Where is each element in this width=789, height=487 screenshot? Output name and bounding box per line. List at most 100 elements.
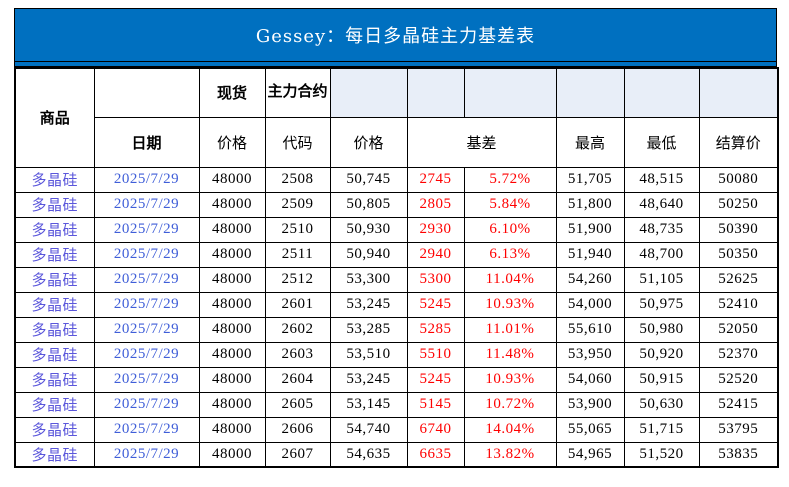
settlement-cell: 50390 <box>698 216 779 243</box>
futures-price-cell: 53,300 <box>329 266 408 293</box>
high-cell: 54,965 <box>555 441 625 468</box>
banner-accent-line <box>14 62 777 67</box>
basis-table: 商品 现货 主力合约 日期 价格 代码 价格 基差 最高 最低 结算价 <box>14 67 779 468</box>
futures-price-cell: 50,745 <box>329 166 408 193</box>
contract-code-cell: 2603 <box>264 341 331 368</box>
report-title-banner: Gessey：每日多晶硅主力基差表 <box>14 8 777 62</box>
table-row: 多晶硅 2025/7/29 48000 2602 53,285 5285 11.01% 55,… <box>14 316 779 343</box>
low-cell: 51,715 <box>623 416 700 443</box>
settlement-cell: 52050 <box>698 316 779 343</box>
date-cell: 2025/7/29 <box>93 441 200 468</box>
date-cell: 2025/7/29 <box>93 366 200 393</box>
futures-price-cell: 53,245 <box>329 366 408 393</box>
futures-price-cell: 50,805 <box>329 191 408 218</box>
table-row: 多晶硅 2025/7/29 48000 2605 53,145 5145 10.72% 53,… <box>14 391 779 418</box>
header-row-top: 商品 现货 主力合约 <box>14 67 779 168</box>
settlement-cell: 52520 <box>698 366 779 393</box>
col-header-blank <box>93 67 200 118</box>
basis-pct-cell: 14.04% <box>463 416 557 443</box>
futures-price-cell: 53,145 <box>329 391 408 418</box>
report-page: Gessey：每日多晶硅主力基差表 商品 现货 主力合约 日期 <box>14 8 779 468</box>
high-cell: 54,000 <box>555 291 625 318</box>
spot-price-cell: 48000 <box>198 416 266 443</box>
table-row: 多晶硅 2025/7/29 48000 2511 50,940 2940 6.13% 51,9… <box>14 241 779 268</box>
settlement-cell: 53795 <box>698 416 779 443</box>
spot-price-cell: 48000 <box>198 191 266 218</box>
header-tint-cell-4 <box>555 67 625 118</box>
basis-value-cell: 5245 <box>406 291 465 318</box>
basis-pct-cell: 6.13% <box>463 241 557 268</box>
product-cell: 多晶硅 <box>14 391 95 418</box>
header-row-bottom: 日期 价格 代码 价格 基差 最高 最低 结算价 <box>15 116 779 168</box>
contract-code-cell: 2508 <box>264 166 331 193</box>
spot-price-cell: 48000 <box>198 166 266 193</box>
high-cell: 54,060 <box>555 366 625 393</box>
col-header-basis: 基差 <box>406 116 557 168</box>
contract-code-cell: 2509 <box>264 191 331 218</box>
basis-pct-cell: 5.72% <box>463 166 557 193</box>
table-row: 多晶硅 2025/7/29 48000 2603 53,510 5510 11.48% 53,… <box>14 341 779 368</box>
product-cell: 多晶硅 <box>14 266 95 293</box>
header-tint-cell-6 <box>698 67 779 118</box>
settlement-cell: 52370 <box>698 341 779 368</box>
contract-code-cell: 2606 <box>264 416 331 443</box>
table-row: 多晶硅 2025/7/29 48000 2601 53,245 5245 10.93% 54,… <box>14 291 779 318</box>
low-cell: 48,700 <box>623 241 700 268</box>
col-header-high: 最高 <box>555 116 625 168</box>
spot-price-cell: 48000 <box>198 291 266 318</box>
basis-pct-cell: 11.04% <box>463 266 557 293</box>
basis-value-cell: 6635 <box>406 441 465 468</box>
low-cell: 51,520 <box>623 441 700 468</box>
spot-price-cell: 48000 <box>198 241 266 268</box>
date-cell: 2025/7/29 <box>93 391 200 418</box>
futures-price-cell: 53,285 <box>329 316 408 343</box>
low-cell: 50,915 <box>623 366 700 393</box>
contract-code-cell: 2604 <box>264 366 331 393</box>
col-header-futures-price: 价格 <box>329 116 408 168</box>
contract-code-cell: 2511 <box>264 241 331 268</box>
spot-price-cell: 48000 <box>198 216 266 243</box>
contract-code-cell: 2510 <box>264 216 331 243</box>
col-header-main-contract: 主力合约 <box>264 67 331 118</box>
low-cell: 48,640 <box>623 191 700 218</box>
product-cell: 多晶硅 <box>14 191 95 218</box>
high-cell: 53,900 <box>555 391 625 418</box>
basis-value-cell: 5510 <box>406 341 465 368</box>
basis-pct-cell: 13.82% <box>463 441 557 468</box>
basis-pct-cell: 11.48% <box>463 341 557 368</box>
settlement-cell: 52415 <box>698 391 779 418</box>
contract-code-cell: 2512 <box>264 266 331 293</box>
col-header-code: 代码 <box>264 116 331 168</box>
date-cell: 2025/7/29 <box>93 316 200 343</box>
spot-price-cell: 48000 <box>198 366 266 393</box>
product-cell: 多晶硅 <box>14 291 95 318</box>
date-cell: 2025/7/29 <box>93 241 200 268</box>
contract-code-cell: 2605 <box>264 391 331 418</box>
product-cell: 多晶硅 <box>14 241 95 268</box>
high-cell: 54,260 <box>555 266 625 293</box>
table-row: 多晶硅 2025/7/29 48000 2607 54,635 6635 13.82% 54,… <box>14 441 779 468</box>
product-cell: 多晶硅 <box>14 216 95 243</box>
high-cell: 51,800 <box>555 191 625 218</box>
table-row: 多晶硅 2025/7/29 48000 2509 50,805 2805 5.84% 51,8… <box>14 191 779 218</box>
settlement-cell: 50250 <box>698 191 779 218</box>
contract-code-cell: 2602 <box>264 316 331 343</box>
basis-pct-cell: 10.93% <box>463 366 557 393</box>
low-cell: 48,515 <box>623 166 700 193</box>
date-cell: 2025/7/29 <box>93 216 200 243</box>
date-cell: 2025/7/29 <box>93 416 200 443</box>
basis-value-cell: 5145 <box>406 391 465 418</box>
col-header-spot-price: 价格 <box>198 116 266 168</box>
product-cell: 多晶硅 <box>14 366 95 393</box>
col-header-spot: 现货 <box>198 67 266 118</box>
high-cell: 53,950 <box>555 341 625 368</box>
col-header-low: 最低 <box>623 116 700 168</box>
product-cell: 多晶硅 <box>14 316 95 343</box>
product-cell: 多晶硅 <box>14 416 95 443</box>
futures-price-cell: 54,635 <box>329 441 408 468</box>
futures-price-cell: 53,245 <box>329 291 408 318</box>
product-cell: 多晶硅 <box>14 441 95 468</box>
basis-value-cell: 2940 <box>406 241 465 268</box>
basis-pct-cell: 11.01% <box>463 316 557 343</box>
table-row: 多晶硅 2025/7/29 48000 2606 54,740 6740 14.04% 55,… <box>14 416 779 443</box>
